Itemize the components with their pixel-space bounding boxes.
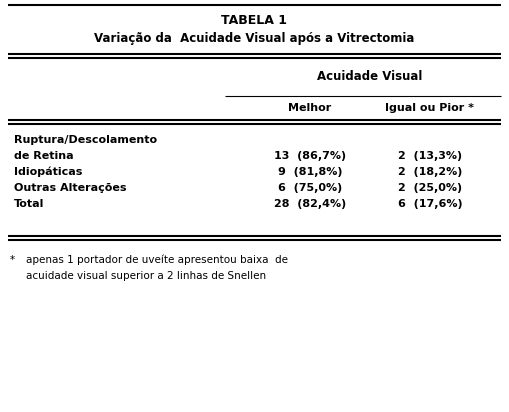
Text: Acuidade Visual: Acuidade Visual [317,70,422,82]
Text: 6  (17,6%): 6 (17,6%) [398,199,462,209]
Text: Melhor: Melhor [289,103,332,113]
Text: apenas 1 portador de uveíte apresentou baixa  de: apenas 1 portador de uveíte apresentou b… [26,255,288,265]
Text: *: * [10,255,15,265]
Text: 28  (82,4%): 28 (82,4%) [274,199,346,209]
Text: TABELA 1: TABELA 1 [221,14,288,26]
Text: 2  (18,2%): 2 (18,2%) [398,167,462,177]
Text: acuidade visual superior a 2 linhas de Snellen: acuidade visual superior a 2 linhas de S… [26,271,266,281]
Text: Total: Total [14,199,44,209]
Text: Outras Alterações: Outras Alterações [14,183,127,193]
Text: Variação da  Acuidade Visual após a Vitrectomia: Variação da Acuidade Visual após a Vitre… [94,31,415,44]
Text: de Retina: de Retina [14,151,74,161]
Text: Idiopáticas: Idiopáticas [14,167,82,177]
Text: 2  (25,0%): 2 (25,0%) [398,183,462,193]
Text: 2  (13,3%): 2 (13,3%) [398,151,462,161]
Text: Ruptura/Descolamento: Ruptura/Descolamento [14,135,157,145]
Text: 9  (81,8%): 9 (81,8%) [278,167,342,177]
Text: Igual ou Pior *: Igual ou Pior * [385,103,474,113]
Text: 6  (75,0%): 6 (75,0%) [278,183,342,193]
Text: 13  (86,7%): 13 (86,7%) [274,151,346,161]
